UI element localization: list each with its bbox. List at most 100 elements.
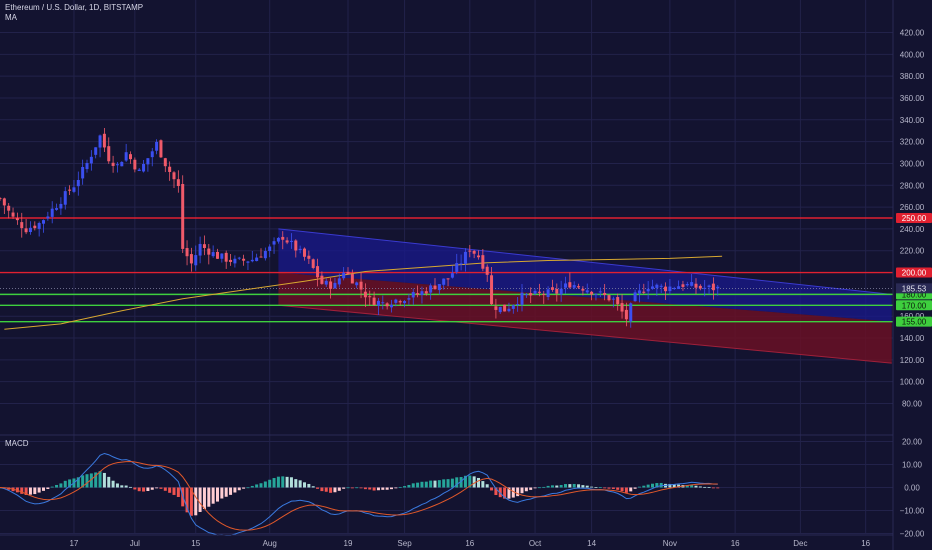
candle-body-145 (629, 303, 633, 322)
macd-hist-97 (420, 481, 424, 488)
candle-body-107 (463, 251, 467, 264)
macd-hist-105 (455, 477, 459, 488)
macd-hist-8 (33, 487, 37, 495)
macd-hist-52 (224, 487, 228, 497)
candle-body-10 (42, 220, 45, 224)
candle-body-130 (564, 283, 567, 288)
level-labels: 250.00 200.00 180.00 170.00 155.00 185.53 (896, 213, 932, 327)
candle-body-147 (637, 290, 641, 294)
macd-hist-83 (359, 487, 363, 489)
candle-body-125 (542, 293, 546, 295)
channel-upper-band (278, 228, 892, 322)
macd-hist-91 (394, 487, 398, 489)
macd-hist-113 (490, 487, 494, 491)
candle-body-115 (498, 306, 502, 313)
price-tick-140: 140.00 (900, 334, 925, 343)
candle-body-119 (516, 303, 520, 305)
candle-body-70 (303, 248, 306, 257)
macd-hist-12 (50, 486, 54, 488)
candle-body-28 (120, 161, 124, 167)
macd-axis[interactable]: −20.00 −10.00 0.00 10.00 20.00 (900, 438, 925, 539)
macd-hist-89 (385, 487, 389, 490)
indicator-label[interactable]: MA (5, 13, 17, 22)
candle-body-40 (172, 172, 176, 180)
candle-body-134 (581, 288, 585, 291)
time-tick-3: Aug (263, 539, 277, 548)
macd-hist-34 (146, 487, 150, 492)
level-tag-text-200.00: 200.00 (902, 269, 927, 278)
macd-hist-36 (155, 487, 159, 489)
macd-hist-129 (559, 485, 563, 488)
candle-body-62 (268, 246, 272, 251)
candle-body-22 (94, 147, 98, 155)
macd-title[interactable]: MACD (5, 439, 29, 448)
candle-body-106 (459, 263, 463, 265)
candle-body-46 (198, 243, 202, 256)
macd-hist-96 (416, 482, 420, 488)
candle-body-158 (685, 284, 689, 286)
time-tick-11: Dec (793, 539, 807, 548)
channel-upper-line (278, 228, 892, 295)
macd-hist-94 (407, 484, 411, 488)
macd-hist-70 (303, 482, 306, 488)
macd-hist-134 (581, 485, 585, 488)
candle-body-82 (355, 282, 359, 286)
candle-body-97 (420, 291, 424, 295)
macd-hist-82 (355, 487, 359, 489)
candle-body-9 (37, 223, 41, 229)
price-tick-280: 280.00 (900, 181, 925, 190)
candle-body-99 (429, 285, 433, 293)
candle-body-80 (346, 271, 350, 274)
candle-body-109 (472, 250, 476, 254)
candle-body-152 (659, 285, 663, 287)
candle-body-49 (211, 252, 215, 257)
candle-body-74 (320, 275, 324, 284)
macd-hist-135 (585, 485, 589, 488)
time-axis[interactable]: 17 Jul 15 Aug 19 Sep 16 Oct 14 Nov 16 Dec 16 (69, 539, 870, 548)
candle-body-4 (15, 218, 19, 221)
macd-hist-101 (437, 480, 441, 488)
candle-body-41 (176, 179, 180, 187)
macd-hist-109 (472, 476, 476, 488)
candle-body-32 (137, 169, 141, 172)
candle-body-16 (68, 189, 72, 191)
macd-hist-86 (372, 487, 376, 491)
last-price-tag (896, 283, 932, 294)
level-tag-170.00 (896, 300, 932, 311)
macd-hist-33 (142, 487, 146, 492)
level-tag-250.00 (896, 213, 932, 223)
candle-body-159 (690, 282, 694, 286)
macd-hist-117 (507, 487, 511, 499)
candle-body-108 (468, 250, 472, 252)
level-tag-200.00 (896, 267, 932, 278)
macd-hist-31 (133, 487, 137, 490)
candle-body-127 (550, 287, 554, 290)
macd-hist-56 (242, 487, 246, 489)
price-tick-220: 220.00 (900, 247, 925, 256)
macd-hist-50 (216, 487, 219, 502)
macd-hist-125 (542, 486, 546, 488)
candle-body-131 (568, 282, 572, 288)
candle-body-132 (572, 285, 576, 288)
candle-body-20 (85, 162, 89, 170)
macd-hist-68 (294, 479, 298, 488)
candle-body-65 (281, 236, 285, 240)
candle-body-67 (289, 240, 293, 242)
macd-hist-66 (285, 476, 289, 488)
candle-body-24 (102, 133, 106, 148)
candle-body-124 (537, 291, 541, 293)
macd-hist-159 (690, 484, 694, 488)
candle-body-17 (72, 187, 76, 192)
candle-body-156 (677, 286, 681, 290)
symbol-title[interactable]: Ethereum / U.S. Dollar, 1D, BITSTAMP (5, 3, 144, 12)
macd-hist-87 (376, 487, 380, 491)
candle-body-87 (376, 300, 380, 306)
candle-body-12 (50, 208, 54, 217)
candle-body-21 (89, 156, 93, 164)
macd-hist-79 (342, 487, 346, 489)
time-tick-10: 16 (731, 539, 740, 548)
macd-hist-21 (89, 473, 93, 488)
macd-hist-108 (468, 475, 472, 488)
candle-body-27 (115, 164, 119, 166)
